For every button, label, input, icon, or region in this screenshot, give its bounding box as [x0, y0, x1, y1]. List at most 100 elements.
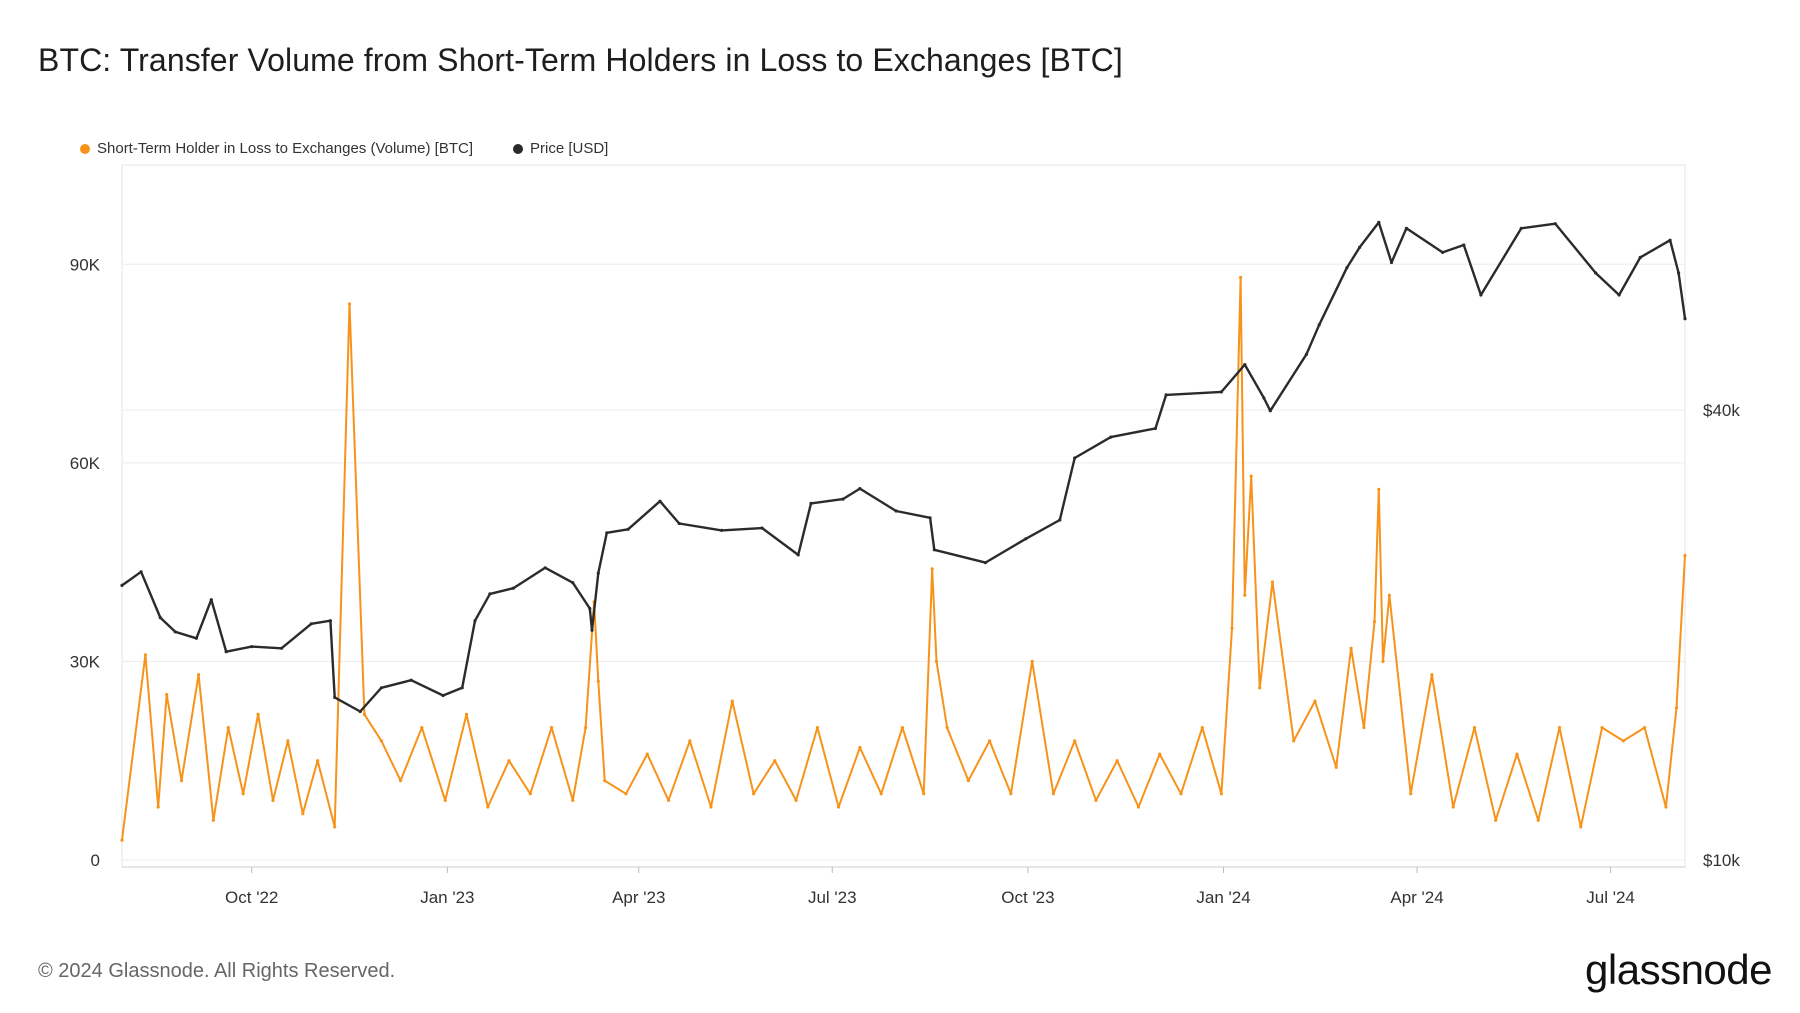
volume-point-22 [486, 805, 490, 809]
volume-point-88 [1643, 726, 1647, 730]
price-point-40 [1058, 518, 1062, 522]
volume-point-33 [666, 798, 671, 803]
price-point-63 [1638, 255, 1642, 259]
volume-point-91 [1683, 553, 1687, 558]
volume-point-57 [1136, 805, 1141, 809]
price-point-47 [1262, 396, 1266, 400]
price-point-45 [1219, 390, 1223, 394]
price-point-50 [1317, 323, 1321, 327]
price-point-22 [588, 606, 592, 611]
volume-point-10 [271, 798, 275, 803]
volume-point-3 [165, 692, 169, 697]
volume-point-90 [1674, 706, 1679, 710]
volume-point-64 [1243, 593, 1247, 597]
price-point-35 [894, 509, 898, 513]
price-point-49 [1304, 352, 1309, 356]
legend-label-volume: Short-Term Holder in Loss to Exchanges (… [97, 140, 473, 157]
price-point-33 [841, 497, 845, 501]
price-point-23 [590, 628, 594, 632]
legend-item-volume[interactable]: Short-Term Holder in Loss to Exchanges (… [80, 140, 473, 157]
volume-point-55 [1094, 798, 1098, 803]
volume-point-1 [143, 653, 147, 657]
volume-point-50 [988, 739, 992, 743]
volume-point-2 [156, 805, 160, 809]
volume-point-34 [688, 739, 692, 743]
price-point-66 [1683, 317, 1687, 321]
price-point-54 [1389, 260, 1394, 265]
volume-point-37 [752, 792, 756, 796]
volume-point-30 [603, 779, 607, 783]
volume-point-29 [596, 679, 600, 683]
y-right-tick-label: $10k [1703, 851, 1740, 870]
price-point-48 [1268, 409, 1272, 413]
price-point-37 [932, 548, 936, 552]
price-point-20 [543, 566, 547, 570]
x-tick-label: Jul '23 [808, 888, 857, 907]
price-point-36 [928, 516, 932, 520]
volume-point-48 [945, 726, 949, 730]
volume-point-40 [815, 726, 820, 730]
footer-copyright: © 2024 Glassnode. All Rights Reserved. [38, 960, 396, 982]
y-left-tick-label: 30K [70, 652, 101, 671]
series-layer [120, 220, 1687, 842]
price-point-4 [194, 636, 198, 640]
chart-legend: Short-Term Holder in Loss to Exchanges (… [80, 140, 648, 157]
price-point-2 [158, 616, 162, 620]
price-point-1 [139, 570, 143, 574]
price-point-12 [358, 709, 362, 714]
price-point-26 [626, 527, 630, 531]
volume-point-18 [399, 779, 403, 783]
price-point-5 [209, 598, 213, 602]
volume-point-42 [858, 745, 862, 750]
volume-point-63 [1239, 275, 1243, 280]
x-tick-label: Jan '23 [420, 888, 474, 907]
price-point-62 [1617, 293, 1621, 297]
price-point-18 [488, 592, 492, 596]
volume-point-69 [1313, 699, 1317, 703]
volume-point-73 [1372, 620, 1377, 624]
price-point-25 [605, 531, 609, 535]
price-point-53 [1377, 220, 1381, 224]
price-point-30 [760, 526, 764, 530]
volume-point-20 [443, 798, 447, 803]
volume-point-71 [1349, 646, 1353, 650]
volume-point-21 [464, 712, 469, 717]
price-point-52 [1358, 245, 1362, 249]
y-left-tick-label: 90K [70, 255, 101, 274]
volume-point-79 [1451, 805, 1455, 809]
volume-point-5 [197, 673, 201, 677]
volume-point-45 [922, 792, 926, 796]
price-point-21 [571, 581, 575, 585]
price-point-41 [1073, 456, 1077, 460]
volume-point-62 [1230, 626, 1234, 630]
price-point-14 [409, 678, 413, 682]
price-point-6 [224, 650, 228, 654]
price-point-27 [658, 499, 662, 503]
price-point-56 [1441, 250, 1445, 254]
volume-point-36 [730, 699, 734, 703]
price-point-44 [1164, 393, 1168, 397]
volume-point-8 [241, 792, 245, 796]
volume-point-85 [1579, 825, 1583, 829]
volume-point-38 [773, 759, 777, 763]
price-point-0 [120, 583, 124, 588]
volume-point-23 [507, 759, 511, 763]
price-point-55 [1404, 226, 1408, 230]
price-point-10 [328, 619, 332, 623]
volume-point-6 [211, 818, 215, 822]
volume-point-68 [1292, 739, 1296, 743]
price-point-42 [1109, 435, 1113, 439]
volume-point-66 [1258, 686, 1262, 690]
volume-point-43 [879, 792, 883, 796]
volume-point-17 [379, 739, 383, 743]
volume-point-31 [624, 792, 628, 796]
price-point-19 [511, 586, 515, 590]
volume-point-41 [837, 805, 841, 809]
price-point-8 [279, 646, 284, 650]
volume-point-14 [333, 825, 337, 829]
legend-item-price[interactable]: Price [USD] [512, 140, 608, 157]
x-tick-label: Jan '24 [1196, 888, 1250, 907]
price-point-9 [309, 622, 313, 626]
price-point-29 [720, 528, 724, 533]
volume-point-70 [1334, 765, 1338, 769]
